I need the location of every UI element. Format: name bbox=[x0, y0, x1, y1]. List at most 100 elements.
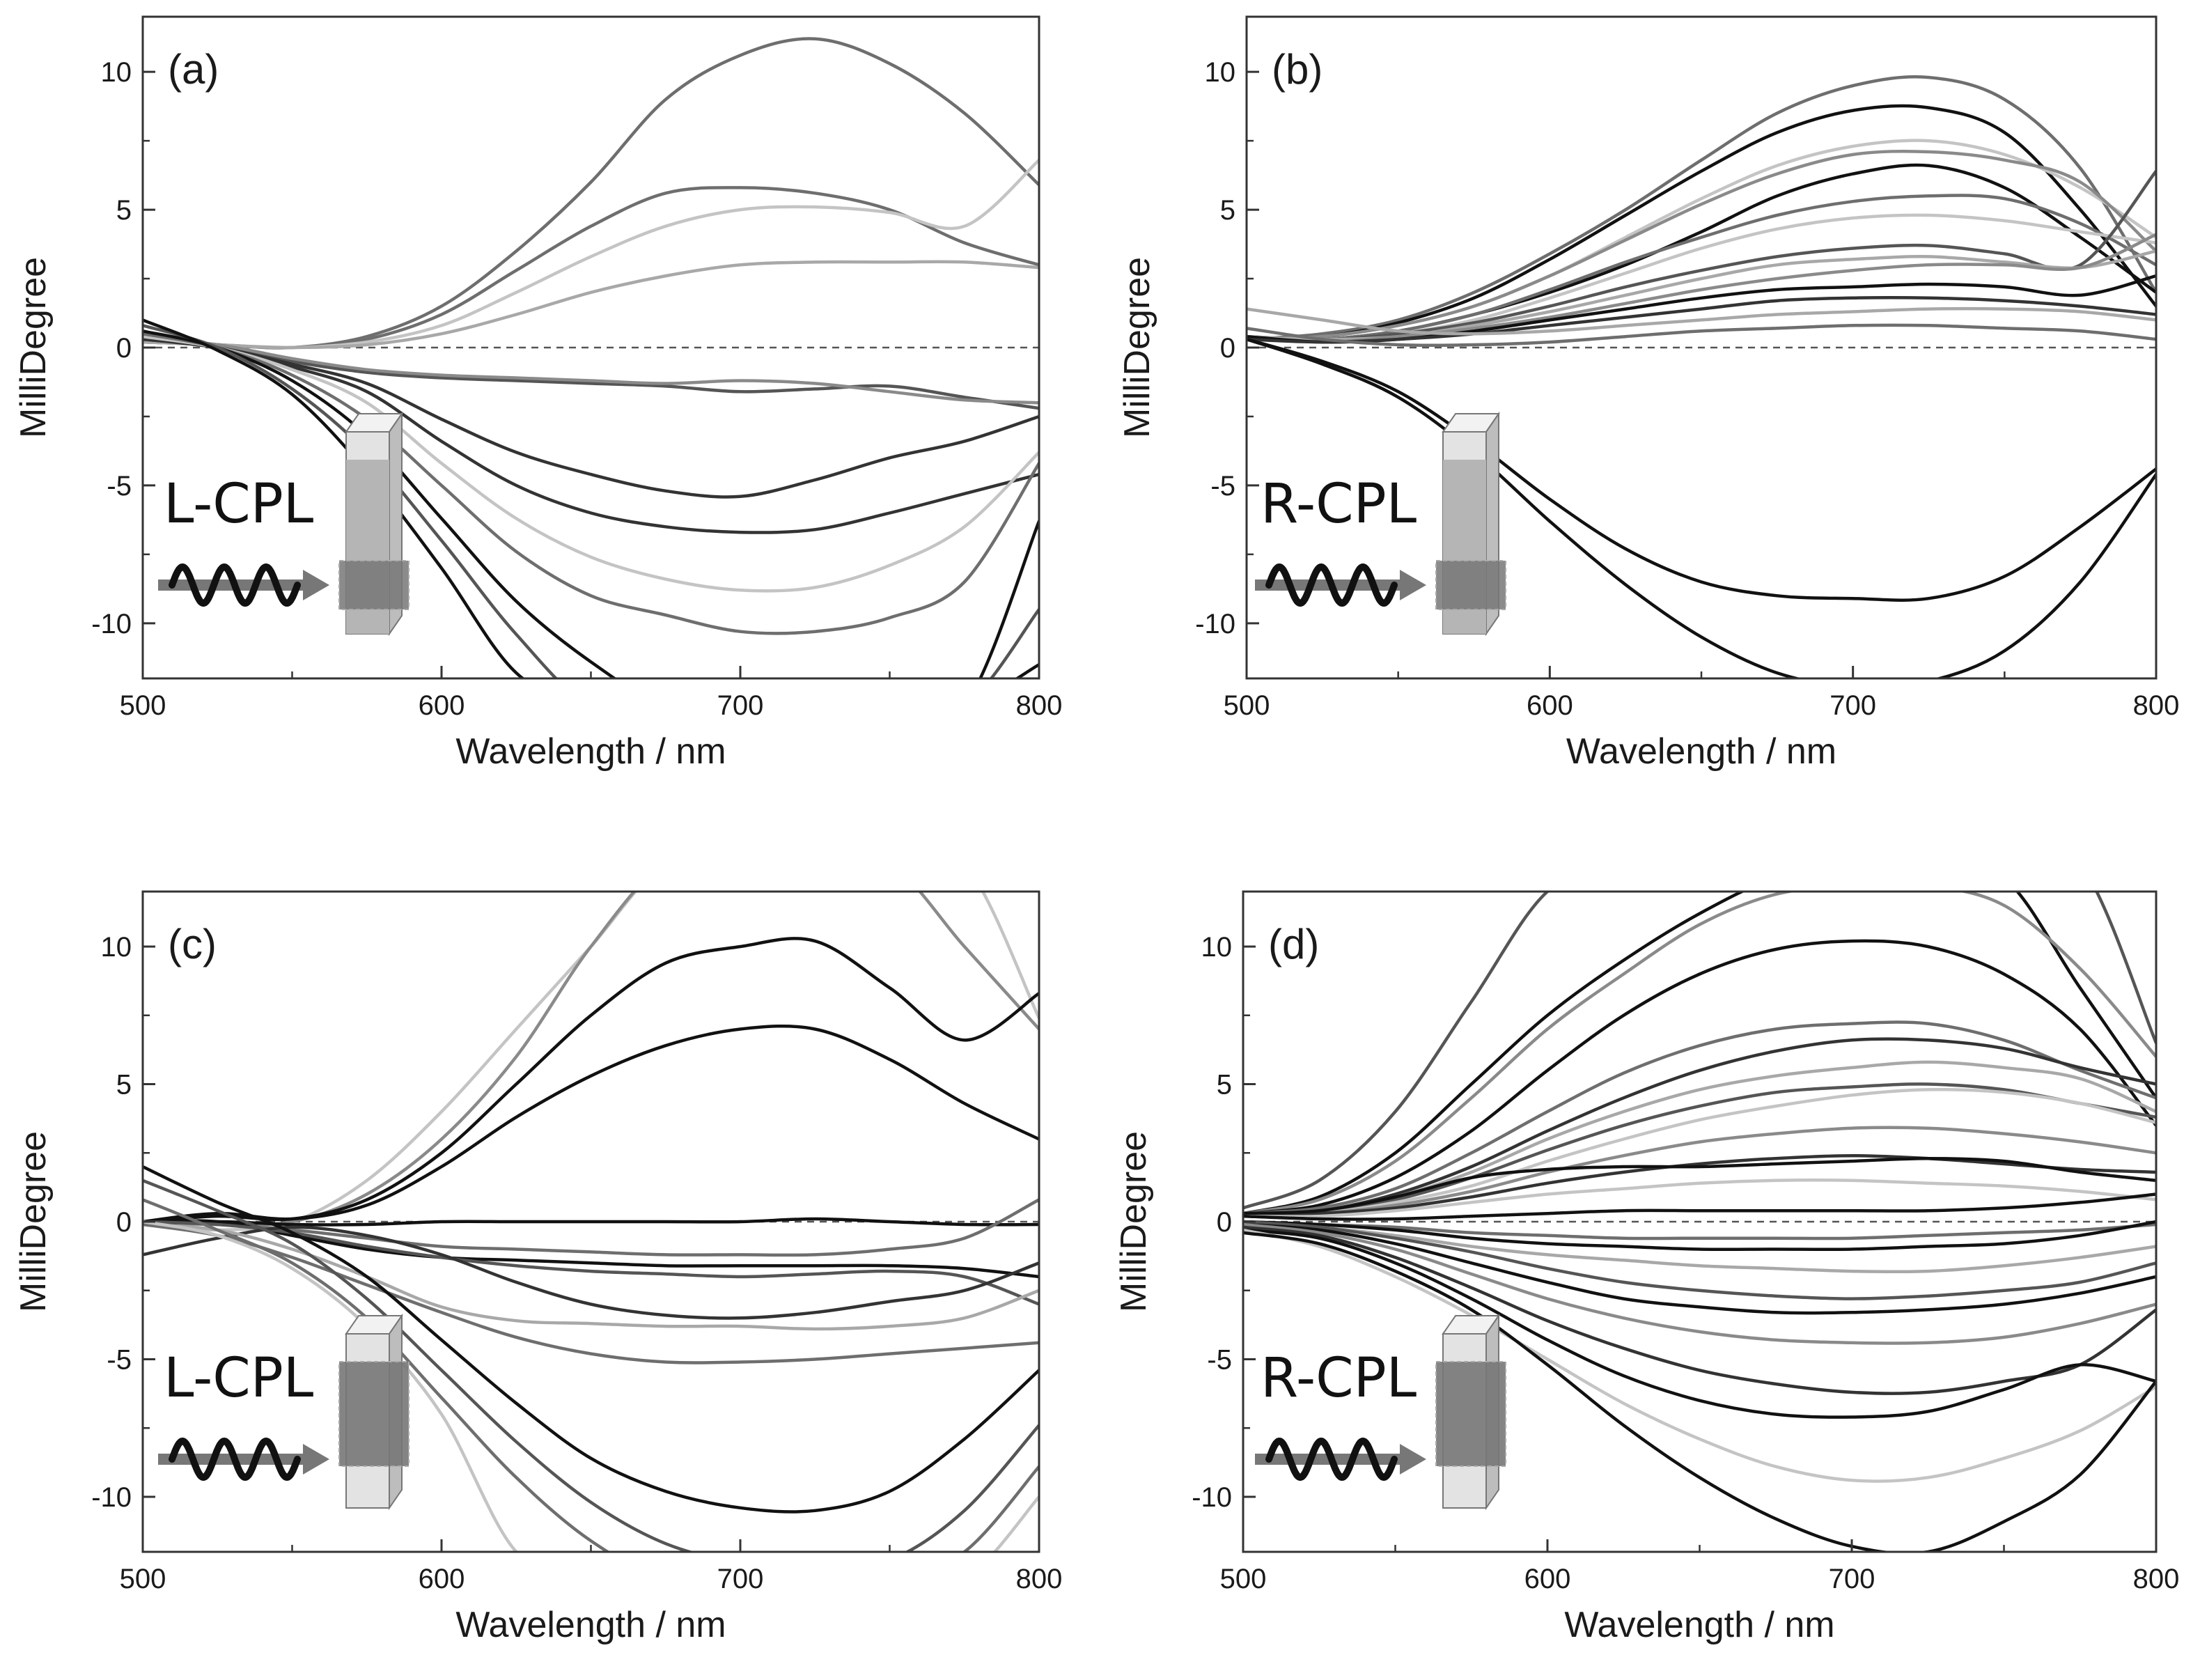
panel-label: (a) bbox=[168, 46, 219, 93]
series-line-9 bbox=[143, 1225, 1039, 1320]
circular-polarized-wave-icon bbox=[169, 1437, 301, 1481]
series-line-15 bbox=[1243, 1220, 2156, 1240]
series-line-7 bbox=[143, 1219, 1039, 1279]
cuvette-icon bbox=[338, 1313, 409, 1511]
series-line-16 bbox=[1247, 337, 2156, 678]
x-axis-title: Wavelength / nm bbox=[1566, 731, 1836, 772]
series-line-9 bbox=[143, 334, 1039, 593]
y-tick-label: -5 bbox=[107, 1345, 132, 1376]
x-tick-label: 500 bbox=[120, 1564, 166, 1594]
series-line-12 bbox=[143, 324, 1039, 678]
light-label: L-CPL bbox=[164, 1347, 314, 1410]
series-line-5 bbox=[1243, 1020, 2156, 1215]
series-line-24 bbox=[1243, 1231, 2156, 1552]
series-line-8 bbox=[1247, 169, 2156, 341]
series-line-9 bbox=[1243, 1087, 2156, 1218]
x-tick-label: 600 bbox=[419, 690, 465, 721]
series-line-6 bbox=[1243, 1037, 2156, 1215]
beam-arrowhead-icon bbox=[303, 1444, 329, 1475]
x-tick-label: 800 bbox=[1016, 690, 1063, 721]
series-line-8 bbox=[1243, 1082, 2156, 1215]
series-line-15 bbox=[143, 1220, 1039, 1552]
series-line-23 bbox=[1243, 1228, 2156, 1483]
y-tick-label: 5 bbox=[116, 195, 132, 226]
light-label: R-CPL bbox=[1261, 1347, 1417, 1410]
x-tick-label: 700 bbox=[717, 1564, 764, 1594]
series-line-8 bbox=[143, 334, 1039, 534]
y-tick-label: -5 bbox=[1210, 471, 1235, 501]
y-tick-label: -10 bbox=[1195, 609, 1235, 639]
series-line-2 bbox=[1247, 104, 2156, 341]
series-line-7 bbox=[143, 337, 1039, 499]
x-tick-label: 600 bbox=[1527, 690, 1573, 721]
series-line-15 bbox=[1247, 337, 2156, 602]
y-tick-label: -10 bbox=[91, 609, 132, 639]
x-tick-label: 600 bbox=[1524, 1564, 1571, 1594]
x-tick-label: 800 bbox=[2133, 690, 2180, 721]
series-lines bbox=[143, 892, 1039, 1552]
panel-b: Wavelength / nm MilliDegree (b) R-CPL 50… bbox=[1117, 15, 2180, 772]
series-line-6 bbox=[143, 1198, 1039, 1257]
y-axis-title: MilliDegree bbox=[13, 1131, 54, 1312]
series-line-22 bbox=[1243, 1228, 2156, 1419]
y-tick-label: -10 bbox=[91, 1482, 132, 1513]
series-line-12 bbox=[1247, 296, 2156, 344]
panel-c: Wavelength / nm MilliDegree (c) L-CPL 50… bbox=[13, 890, 1063, 1645]
x-tick-label: 700 bbox=[717, 690, 764, 721]
panel-d: Wavelength / nm MilliDegree (d) R-CPL 50… bbox=[1114, 890, 2179, 1645]
x-tick-label: 600 bbox=[419, 1564, 465, 1594]
series-line-13 bbox=[1243, 1179, 2156, 1218]
y-tick-label: 10 bbox=[1205, 57, 1236, 88]
circular-polarized-wave-icon bbox=[1265, 563, 1398, 607]
beam-arrowhead-icon bbox=[303, 570, 329, 600]
series-line-14 bbox=[1247, 323, 2156, 348]
series-line-13 bbox=[143, 318, 1039, 678]
light-label: L-CPL bbox=[164, 473, 314, 536]
circular-polarized-wave-icon bbox=[169, 563, 301, 607]
y-tick-label: 0 bbox=[116, 1207, 132, 1238]
light-label: R-CPL bbox=[1261, 473, 1417, 536]
series-line-10 bbox=[1247, 233, 2156, 344]
x-axis-title: Wavelength / nm bbox=[455, 1605, 726, 1645]
y-tick-label: 10 bbox=[101, 57, 132, 88]
x-tick-label: 500 bbox=[1224, 690, 1270, 721]
y-axis-title: MilliDegree bbox=[1117, 257, 1157, 438]
series-line-18 bbox=[1243, 1220, 2156, 1300]
series-line-4 bbox=[1243, 939, 2156, 1215]
panel-label: (d) bbox=[1268, 921, 1319, 967]
y-tick-label: 0 bbox=[1217, 1207, 1232, 1238]
series-lines bbox=[1247, 75, 2156, 678]
x-tick-label: 800 bbox=[1016, 1564, 1063, 1594]
series-line-20 bbox=[1243, 1222, 2156, 1345]
series-line-4 bbox=[1247, 149, 2156, 341]
y-tick-label: 0 bbox=[1220, 333, 1235, 364]
x-tick-label: 700 bbox=[1830, 690, 1876, 721]
y-tick-label: -10 bbox=[1192, 1482, 1232, 1513]
y-axis-title: MilliDegree bbox=[1114, 1131, 1154, 1312]
series-line-14 bbox=[143, 1198, 1039, 1552]
series-line-16 bbox=[1243, 1220, 2156, 1252]
panel-a: Wavelength / nm MilliDegree (a) L-CPL 50… bbox=[13, 15, 1063, 772]
y-tick-label: 10 bbox=[1201, 932, 1233, 963]
series-line-1 bbox=[1247, 75, 2156, 341]
series-lines bbox=[1243, 892, 2156, 1552]
series-line-4 bbox=[143, 260, 1039, 350]
series-line-5 bbox=[143, 1217, 1039, 1227]
cuvette-icon bbox=[1435, 1313, 1506, 1511]
y-tick-label: -5 bbox=[1207, 1345, 1232, 1376]
y-tick-label: 5 bbox=[116, 1070, 132, 1100]
series-line-17 bbox=[1243, 1220, 2156, 1274]
x-tick-label: 500 bbox=[120, 690, 166, 721]
series-line-1 bbox=[1243, 892, 2156, 1210]
series-line-11 bbox=[143, 1222, 1039, 1364]
cuvette-icon bbox=[338, 411, 409, 637]
series-line-2 bbox=[143, 892, 1039, 1227]
series-lines bbox=[143, 37, 1039, 678]
series-line-13 bbox=[143, 1179, 1039, 1552]
series-line-5 bbox=[143, 337, 1039, 410]
y-tick-label: 5 bbox=[1217, 1070, 1232, 1100]
series-line-19 bbox=[1243, 1222, 2156, 1315]
cuvette-icon bbox=[1435, 411, 1506, 637]
